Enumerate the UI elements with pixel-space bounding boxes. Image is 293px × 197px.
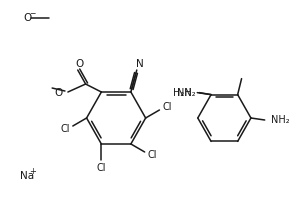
Text: Cl: Cl — [148, 150, 157, 160]
Text: O: O — [76, 59, 84, 69]
Text: NH₂: NH₂ — [177, 88, 195, 98]
Text: −: − — [29, 9, 36, 19]
Text: Cl: Cl — [60, 124, 70, 134]
Text: O: O — [23, 13, 32, 23]
Text: +: + — [29, 166, 36, 176]
Text: NH₂: NH₂ — [271, 115, 289, 125]
Text: N: N — [136, 59, 144, 69]
Text: Cl: Cl — [97, 163, 106, 173]
Text: H₂N: H₂N — [173, 88, 191, 98]
Text: O: O — [55, 88, 63, 98]
Text: Cl: Cl — [163, 102, 172, 112]
Text: Na: Na — [20, 171, 34, 181]
